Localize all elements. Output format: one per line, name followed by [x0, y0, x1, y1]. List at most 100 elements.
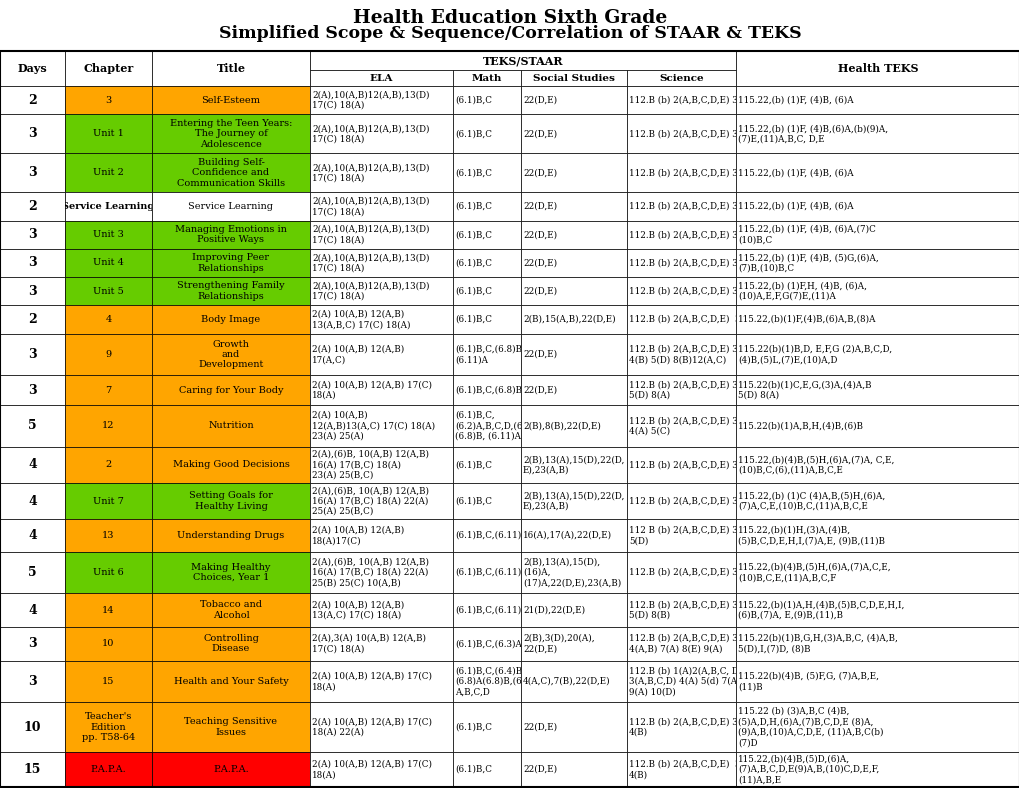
Bar: [452, 752, 521, 787]
Bar: [0, 593, 65, 627]
Text: 2: 2: [105, 460, 111, 470]
Text: 2(A) 10(A,B) 12(A,B)
13(A,C) 17(C) 18(A): 2(A) 10(A,B) 12(A,B) 13(A,C) 17(C) 18(A): [312, 600, 404, 620]
Bar: [65, 375, 152, 405]
Text: 112.B (b) 2(A,B,C,D,E) 3(A,B,C,D): 112.B (b) 2(A,B,C,D,E) 3(A,B,C,D): [629, 496, 779, 506]
Bar: [521, 249, 627, 277]
Bar: [736, 627, 1019, 660]
Bar: [452, 70, 521, 86]
Bar: [452, 552, 521, 593]
Bar: [521, 70, 627, 86]
Bar: [152, 627, 310, 660]
Bar: [627, 519, 736, 552]
Bar: [627, 305, 736, 333]
Text: Unit 7: Unit 7: [93, 496, 124, 506]
Bar: [521, 447, 627, 483]
Text: 4: 4: [105, 315, 111, 324]
Text: 112.B (b) 2(A,B,C,D,E) 3(A,B,C,D): 112.B (b) 2(A,B,C,D,E) 3(A,B,C,D): [629, 169, 779, 177]
Text: Making Good Decisions: Making Good Decisions: [172, 460, 289, 470]
Text: 2(A),(6)B, 10(A,B) 12(A,B)
16(A) 17(B,C) 18(A)
23(A) 25(B,C): 2(A),(6)B, 10(A,B) 12(A,B) 16(A) 17(B,C)…: [312, 450, 429, 480]
Bar: [0, 51, 65, 86]
Bar: [736, 154, 1019, 192]
Text: 2(B),13(A),15(D),
(16)A,
(17)A,22(D,E),23(A,B): 2(B),13(A),15(D), (16)A, (17)A,22(D,E),2…: [523, 557, 621, 587]
Bar: [736, 221, 1019, 249]
Bar: [310, 333, 452, 375]
Bar: [452, 702, 521, 752]
Bar: [65, 627, 152, 660]
Text: 2(B),8(B),22(D,E): 2(B),8(B),22(D,E): [523, 422, 600, 430]
Bar: [521, 192, 627, 221]
Bar: [521, 519, 627, 552]
Bar: [736, 752, 1019, 787]
Text: Teaching Sensitive
Issues: Teaching Sensitive Issues: [184, 717, 277, 737]
Text: 115.22,(b) (1)F, (4)B, (6)A,(7)C
(10)B,C: 115.22,(b) (1)F, (4)B, (6)A,(7)C (10)B,C: [738, 225, 875, 244]
Bar: [152, 752, 310, 787]
Text: 112 B (b) 2(A,B,C,D,E) 3(A,B,C,D)
5(D): 112 B (b) 2(A,B,C,D,E) 3(A,B,C,D) 5(D): [629, 526, 779, 545]
Bar: [65, 277, 152, 305]
Bar: [521, 405, 627, 447]
Bar: [521, 305, 627, 333]
Text: 2(A) 10(A,B) 12(A,B)
17(A,C): 2(A) 10(A,B) 12(A,B) 17(A,C): [312, 344, 404, 364]
Text: Tobacco and
Alcohol: Tobacco and Alcohol: [200, 600, 262, 620]
Bar: [521, 154, 627, 192]
Text: (6.1)B,C: (6.1)B,C: [454, 129, 491, 138]
Bar: [0, 702, 65, 752]
Bar: [310, 114, 452, 154]
Text: 14: 14: [102, 605, 114, 615]
Bar: [310, 305, 452, 333]
Bar: [627, 752, 736, 787]
Text: Math: Math: [472, 73, 501, 83]
Text: 115.22,(b)(4)B,(5)H,(6)A,(7)A,C,E,
(10)B,C,E,(11)A,B,C,F: 115.22,(b)(4)B,(5)H,(6)A,(7)A,C,E, (10)B…: [738, 563, 891, 582]
Text: (6.1)B,C,(6.8)B: (6.1)B,C,(6.8)B: [454, 385, 522, 395]
Text: Growth
and
Development: Growth and Development: [198, 340, 264, 370]
Text: Self-Esteem: Self-Esteem: [202, 95, 260, 105]
Bar: [0, 519, 65, 552]
Bar: [310, 277, 452, 305]
Bar: [452, 483, 521, 519]
Bar: [310, 154, 452, 192]
Bar: [736, 114, 1019, 154]
Bar: [627, 593, 736, 627]
Bar: [452, 447, 521, 483]
Bar: [0, 86, 65, 114]
Text: 2(A) 10(A,B) 12(A,B) 17(C)
18(A): 2(A) 10(A,B) 12(A,B) 17(C) 18(A): [312, 671, 432, 691]
Bar: [310, 192, 452, 221]
Text: 115.22,(b) (1)F, (4)B, (5)G,(6)A,
(7)B,(10)B,C: 115.22,(b) (1)F, (4)B, (5)G,(6)A, (7)B,(…: [738, 253, 878, 273]
Text: 3: 3: [29, 256, 37, 269]
Text: Service Learning: Service Learning: [189, 202, 273, 211]
Bar: [310, 221, 452, 249]
Bar: [627, 447, 736, 483]
Text: Unit 3: Unit 3: [93, 230, 124, 240]
Bar: [452, 114, 521, 154]
Text: 112.B (b) 2(A,B,C,D,E)  3(A,B,C,D)
4(B): 112.B (b) 2(A,B,C,D,E) 3(A,B,C,D) 4(B): [629, 760, 782, 779]
Text: 115.22,(b) (1)F, (4)B, (6)A: 115.22,(b) (1)F, (4)B, (6)A: [738, 95, 853, 105]
Text: 3: 3: [29, 675, 37, 688]
Text: 112.B (b) 2(A,B,C,D,E) 3(A,B,C,D): 112.B (b) 2(A,B,C,D,E) 3(A,B,C,D): [629, 230, 779, 240]
Bar: [452, 375, 521, 405]
Bar: [521, 593, 627, 627]
Text: Title: Title: [216, 63, 246, 74]
Text: 4: 4: [29, 529, 37, 542]
Text: 3: 3: [29, 128, 37, 140]
Bar: [0, 154, 65, 192]
Text: 7: 7: [105, 385, 111, 395]
Bar: [152, 702, 310, 752]
Text: 112.B (b) 2(A,B,C,D,E) 3(A,B,C,D): 112.B (b) 2(A,B,C,D,E) 3(A,B,C,D): [629, 568, 779, 577]
Bar: [65, 483, 152, 519]
Text: 2(A),10(A,B)12(A,B),13(D)
17(C) 18(A): 2(A),10(A,B)12(A,B),13(D) 17(C) 18(A): [312, 163, 429, 183]
Text: 112.B (b) 2(A,B,C,D,E) 3(A,B,C,D)
4(B): 112.B (b) 2(A,B,C,D,E) 3(A,B,C,D) 4(B): [629, 717, 779, 737]
Bar: [627, 277, 736, 305]
Bar: [65, 114, 152, 154]
Text: Unit 5: Unit 5: [93, 287, 123, 296]
Bar: [521, 221, 627, 249]
Text: (6.1)B,C,(6.8)B,
(6.11)A: (6.1)B,C,(6.8)B, (6.11)A: [454, 344, 525, 364]
Text: 5: 5: [29, 419, 37, 433]
Bar: [627, 483, 736, 519]
Bar: [736, 249, 1019, 277]
Text: 4: 4: [29, 459, 37, 471]
Bar: [310, 627, 452, 660]
Text: 22(D,E): 22(D,E): [523, 95, 556, 105]
Bar: [736, 405, 1019, 447]
Text: 2(A) 10(A,B) 12(A,B) 17(C)
18(A): 2(A) 10(A,B) 12(A,B) 17(C) 18(A): [312, 381, 432, 400]
Text: 2: 2: [29, 94, 37, 106]
Bar: [310, 752, 452, 787]
